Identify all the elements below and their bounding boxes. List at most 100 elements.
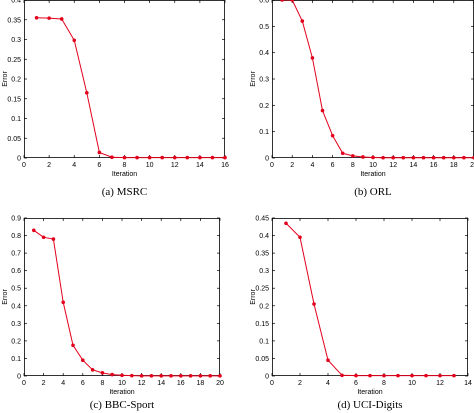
- data-point: [361, 155, 365, 159]
- data-point: [382, 373, 386, 378]
- data-point: [41, 235, 46, 240]
- data-point: [97, 150, 102, 155]
- data-point: [452, 373, 456, 378]
- data-point: [110, 155, 114, 160]
- y-tick-label: 0.5: [259, 24, 269, 31]
- data-point: [312, 302, 316, 306]
- x-tick-label: 4: [326, 380, 330, 387]
- data-point: [47, 16, 51, 20]
- data-point: [310, 56, 315, 60]
- data-point: [438, 373, 442, 378]
- series-line: [36, 17, 225, 159]
- y-tick-label: 0.1: [259, 338, 269, 345]
- y-axis-label: Error: [2, 71, 9, 87]
- y-tick-label: 0.3: [259, 268, 269, 275]
- x-tick-label: 2: [42, 380, 46, 387]
- x-tick-label: 6: [354, 380, 358, 387]
- y-tick-label: 0.15: [7, 96, 21, 103]
- data-point: [354, 373, 358, 378]
- data-point: [59, 17, 64, 21]
- x-tick-label: 10: [146, 162, 154, 169]
- data-point: [122, 155, 127, 160]
- x-axis-label: Iteration: [360, 171, 385, 178]
- y-tick-label: 0.1: [259, 129, 269, 136]
- data-point: [198, 374, 203, 378]
- y-axis-label: Error: [2, 289, 9, 305]
- data-point: [208, 374, 212, 378]
- x-tick-label: 8: [100, 380, 104, 387]
- x-tick-label: 8: [382, 380, 386, 387]
- x-tick-label: 12: [436, 380, 444, 387]
- y-tick-label: 0: [17, 156, 21, 163]
- x-tick-label: 6: [81, 380, 85, 387]
- data-point: [61, 300, 65, 305]
- x-tick-label: 0: [22, 380, 26, 387]
- y-tick-label: 0.2: [11, 338, 21, 345]
- x-axis-label: Iteration: [357, 389, 382, 396]
- series-line: [285, 222, 454, 377]
- data-point: [72, 38, 77, 43]
- data-point: [441, 155, 446, 160]
- y-tick-label: 0.8: [11, 233, 21, 240]
- x-tick-label: 14: [196, 162, 204, 169]
- data-point: [223, 155, 227, 160]
- data-point: [381, 155, 385, 160]
- x-tick-label: 0: [22, 162, 26, 169]
- x-tick-label: 14: [157, 380, 165, 387]
- data-point: [198, 155, 202, 160]
- data-point: [159, 374, 163, 378]
- y-tick-label: 0.7: [11, 251, 21, 258]
- data-point: [179, 374, 183, 378]
- data-point: [90, 368, 95, 372]
- plot-frame: [24, 0, 225, 158]
- y-tick-label: 0: [17, 374, 21, 381]
- y-tick-label: 0.5: [11, 286, 21, 293]
- subplot-caption: (b) ORL: [354, 186, 392, 198]
- data-point: [185, 155, 190, 160]
- data-point: [330, 133, 335, 138]
- data-point: [139, 374, 144, 378]
- data-point: [351, 154, 355, 158]
- data-point: [290, 0, 294, 2]
- data-point: [34, 15, 39, 20]
- plot-frame: [272, 218, 468, 376]
- data-point: [411, 155, 416, 160]
- x-tick-label: 6: [97, 162, 101, 169]
- x-tick-label: 16: [221, 162, 229, 169]
- x-tick-label: 2: [290, 162, 294, 169]
- x-axis-label: Iteration: [109, 389, 134, 396]
- data-point: [320, 108, 325, 113]
- x-tick-label: 4: [61, 380, 65, 387]
- data-point: [340, 373, 344, 378]
- y-tick-label: 0.05: [255, 356, 269, 363]
- x-tick-label: 10: [118, 380, 126, 387]
- data-point: [100, 371, 105, 375]
- x-tick-label: 16: [430, 162, 438, 169]
- x-axis-label: Iteration: [112, 171, 137, 178]
- y-tick-label: 0.6: [259, 0, 269, 5]
- data-point: [188, 374, 193, 378]
- data-point: [284, 221, 288, 226]
- subplot-2: 0 2 4 6 8 10 12 14 16 18 20 0 0.1 0.2 0.3 0.4 0.5 0.6 Iter…: [250, 0, 474, 198]
- x-tick-label: 18: [197, 380, 205, 387]
- x-tick-label: 14: [464, 380, 472, 387]
- y-tick-label: 0.35: [7, 17, 21, 24]
- x-tick-label: 4: [310, 162, 314, 169]
- y-tick-label: 0.15: [255, 321, 269, 328]
- y-tick-label: 0: [265, 156, 269, 163]
- subplot-caption: (c) BBC-Sport: [90, 399, 154, 411]
- data-point: [396, 373, 400, 378]
- x-tick-label: 10: [369, 162, 377, 169]
- x-tick-label: 16: [177, 380, 185, 387]
- x-tick-label: 2: [47, 162, 51, 169]
- data-point: [81, 358, 85, 363]
- y-tick-label: 0.4: [11, 0, 21, 5]
- data-point: [371, 155, 375, 160]
- y-axis-label: Error: [250, 289, 257, 305]
- y-axis-label: Error: [250, 71, 257, 87]
- x-tick-label: 18: [450, 162, 458, 169]
- x-tick-label: 6: [331, 162, 335, 169]
- x-tick-label: 8: [123, 162, 127, 169]
- x-tick-label: 12: [171, 162, 179, 169]
